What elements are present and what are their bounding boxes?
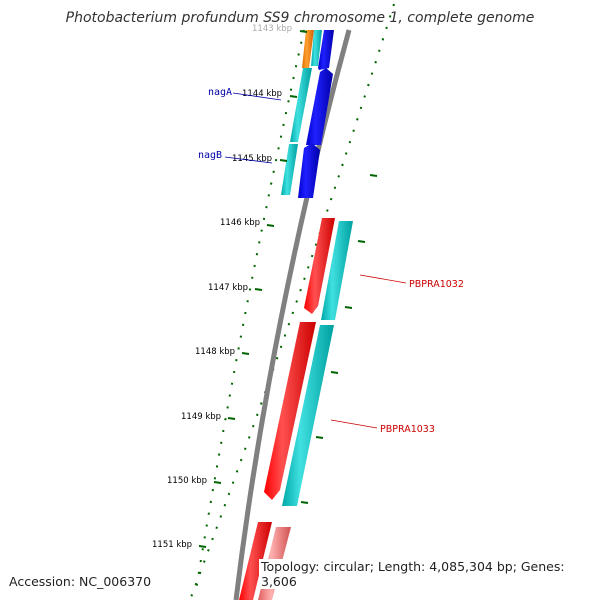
orange-feature — [302, 30, 314, 68]
tick-mark — [266, 224, 275, 227]
blue-feature — [318, 30, 334, 70]
leader-line — [359, 274, 407, 284]
inner-scale-ring — [195, 29, 305, 591]
gene-label-naga[interactable]: nagA — [208, 87, 232, 98]
tick-mark — [315, 436, 324, 439]
leader-line — [330, 419, 378, 429]
tick-mark — [241, 352, 250, 355]
tick-mark — [227, 417, 236, 420]
tick-mark — [279, 159, 288, 162]
highlight-marker — [330, 22, 342, 30]
feature-track-middle — [239, 218, 353, 600]
red-cds-feature — [304, 218, 335, 314]
map-title: Photobacterium profundum SS9 chromosome … — [65, 10, 535, 26]
cyan-feature — [281, 144, 298, 195]
outer-scale-ring — [189, 3, 395, 600]
tick-label: 1144 kbp — [242, 89, 282, 99]
genome-backbone — [233, 29, 352, 600]
tick-label: 1149 kbp — [181, 412, 221, 422]
leader-line — [232, 92, 282, 101]
topology-text: Topology: circular; Length: 4,085,304 bp… — [259, 559, 600, 589]
tick-mark — [254, 288, 263, 291]
tick-mark — [369, 174, 378, 177]
tick-label: 1143 kbp — [252, 24, 292, 34]
blue-feature — [298, 143, 320, 198]
cyan-feature — [290, 68, 312, 142]
blue-feature — [306, 68, 333, 145]
tick-label: 1145 kbp — [232, 154, 272, 164]
tick-label: 1146 kbp — [220, 218, 260, 228]
cyan-feature — [311, 30, 322, 66]
accession-text: Accession: NC_006370 — [7, 574, 154, 589]
gene-label-nagb[interactable]: nagB — [198, 150, 222, 161]
tick-mark — [330, 371, 339, 374]
gene-label-pbpra1033[interactable]: PBPRA1033 — [380, 424, 435, 435]
tick-label: 1150 kbp — [167, 476, 207, 486]
tick-label: 1148 kbp — [195, 347, 235, 357]
tick-mark — [357, 240, 366, 243]
tick-mark — [289, 95, 298, 98]
scale-ticks: 1143 kbp 1144 kbp 1145 kbp 1146 kbp 1147 kbp… — [152, 24, 378, 550]
red-cds-feature — [264, 322, 316, 500]
tick-mark — [344, 306, 353, 309]
tick-mark — [213, 481, 222, 484]
gene-label-pbpra1032[interactable]: PBPRA1032 — [409, 279, 464, 290]
tick-label: 1151 kbp — [152, 540, 192, 550]
tick-mark — [198, 545, 207, 548]
cyan-feature — [321, 221, 353, 320]
feature-track-top — [281, 22, 342, 198]
red-cds-feature — [239, 522, 272, 600]
tick-mark — [299, 30, 308, 33]
tick-mark — [300, 501, 309, 504]
cyan-feature — [282, 325, 334, 506]
leader-line — [224, 156, 273, 164]
gene-labels: nagA nagB PBPRA1032 PBPRA1033 — [198, 87, 464, 435]
tick-label: 1147 kbp — [208, 283, 248, 293]
